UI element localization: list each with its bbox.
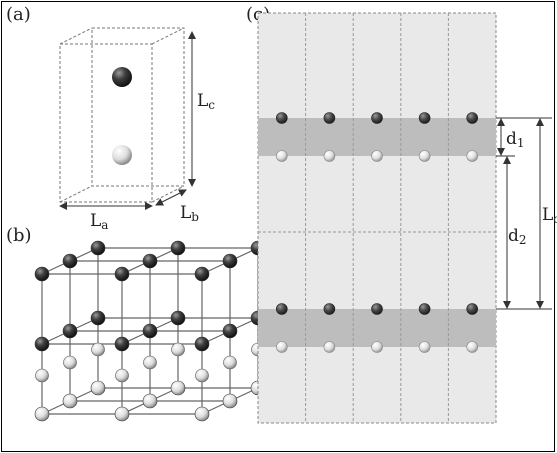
- dark-atom-icon: [222, 323, 238, 339]
- light-atom-icon: [112, 145, 132, 165]
- slab-background: [257, 12, 497, 424]
- light-atom-icon: [90, 380, 106, 396]
- slab-grid: [258, 13, 496, 423]
- dark-atom-icon: [275, 303, 288, 315]
- light-atom-icon: [275, 150, 288, 162]
- light-atom-icon: [418, 150, 431, 162]
- dark-atom-icon: [62, 323, 78, 339]
- dark-atom-icon: [112, 67, 132, 87]
- dark-atom-icon: [34, 336, 50, 352]
- dark-atom-icon: [194, 266, 210, 282]
- shaded-layer-bottom: [258, 309, 496, 347]
- light-atom-icon: [34, 406, 50, 422]
- light-atom-icon: [143, 355, 157, 370]
- light-atom-icon: [91, 342, 105, 357]
- lattice-atoms: [34, 240, 266, 422]
- dark-atom-icon: [275, 112, 288, 124]
- light-atom-icon: [223, 355, 237, 370]
- light-atom-icon: [170, 380, 186, 396]
- dark-atom-icon: [323, 303, 336, 315]
- dark-atom-icon: [466, 303, 479, 315]
- light-atom-icon: [195, 368, 209, 383]
- dark-atom-icon: [170, 310, 186, 326]
- dark-atom-icon: [142, 323, 158, 339]
- light-atom-icon: [466, 150, 479, 162]
- dark-atom-icon: [466, 112, 479, 124]
- dark-atom-icon: [418, 303, 431, 315]
- d2-label: d2: [508, 226, 527, 247]
- panel-label-b: (b): [6, 225, 32, 246]
- dark-atom-icon: [114, 266, 130, 282]
- panel-label-a: (a): [6, 4, 31, 25]
- dark-atom-icon: [371, 303, 383, 315]
- light-atom-icon: [171, 342, 185, 357]
- dark-atom-icon: [194, 336, 210, 352]
- light-atom-icon: [194, 406, 210, 422]
- lc-label-a: Lc: [197, 91, 215, 112]
- light-atom-icon: [371, 150, 383, 162]
- light-atom-icon: [115, 368, 129, 383]
- lc-label-c: Lc: [542, 205, 557, 226]
- dark-atom-icon: [142, 253, 158, 269]
- light-atom-icon: [222, 393, 238, 409]
- lb-arrow: [155, 189, 187, 206]
- dark-atom-icon: [62, 253, 78, 269]
- dark-atom-icon: [114, 336, 130, 352]
- light-atom-icon: [114, 406, 130, 422]
- dimension-lines: [496, 117, 552, 310]
- light-atom-icon: [418, 341, 431, 353]
- slab-atoms: [275, 112, 479, 353]
- light-atom-icon: [323, 150, 336, 162]
- dark-atom-icon: [222, 253, 238, 269]
- shaded-layer-top: [258, 118, 496, 156]
- light-atom-icon: [323, 341, 336, 353]
- light-atom-icon: [35, 368, 49, 383]
- la-label: La: [90, 211, 108, 232]
- light-atom-icon: [466, 341, 479, 353]
- dark-atom-icon: [170, 240, 186, 256]
- light-atom-icon: [63, 355, 77, 370]
- light-atom-icon: [371, 341, 383, 353]
- lb-label: Lb: [180, 203, 199, 224]
- dark-atom-icon: [418, 112, 431, 124]
- dark-atom-icon: [323, 112, 336, 124]
- d1-label: d1: [506, 129, 525, 150]
- light-atom-icon: [62, 393, 78, 409]
- dark-atom-icon: [371, 112, 383, 124]
- light-atom-icon: [142, 393, 158, 409]
- light-atom-icon: [275, 341, 288, 353]
- dark-atom-icon: [90, 310, 106, 326]
- dark-atom-icon: [34, 266, 50, 282]
- dark-atom-icon: [90, 240, 106, 256]
